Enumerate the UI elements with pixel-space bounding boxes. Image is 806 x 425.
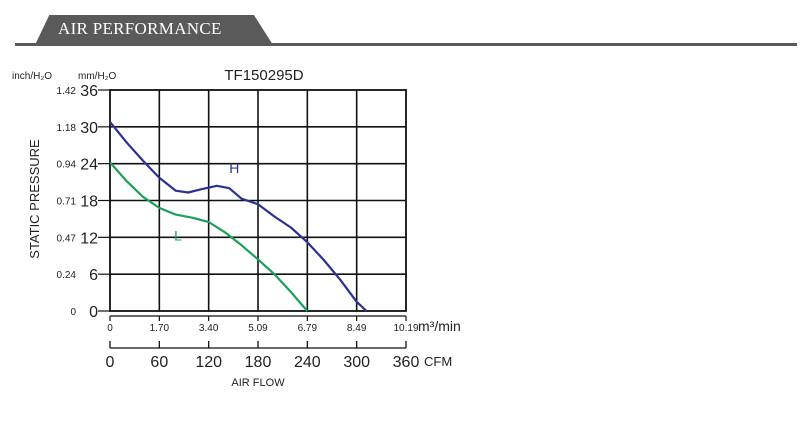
chart-series: HL <box>109 121 368 312</box>
section-header-rule <box>15 43 797 46</box>
x-tick-label: 120 <box>195 354 222 371</box>
series-label-l: L <box>174 227 182 243</box>
x-tick-label-secondary: 10.19 <box>393 323 418 334</box>
x-tick-label-secondary: 0 <box>107 323 113 334</box>
y-tick-label-secondary: 0.47 <box>57 233 77 244</box>
x-tick-label: 0 <box>106 354 115 371</box>
y-tick-label: 24 <box>80 157 98 174</box>
x-tick-label: 240 <box>294 354 321 371</box>
x-unit-secondary: m³/min <box>418 318 461 334</box>
y-tick-label: 36 <box>80 83 98 100</box>
y-axis-label: STATIC PRESSURE <box>27 139 42 259</box>
y-tick-label-secondary: 0.24 <box>57 270 77 281</box>
x-tick-label: 300 <box>343 354 370 371</box>
y-tick-label-secondary: 0.71 <box>57 197 77 208</box>
section-header-title: AIR PERFORMANCE <box>58 19 222 38</box>
x-tick-label: 360 <box>393 354 420 371</box>
series-label-h: H <box>229 160 239 176</box>
series-line-l <box>109 161 309 312</box>
y-tick-label: 6 <box>89 267 98 284</box>
y-unit-secondary: inch/H₂O <box>12 71 52 82</box>
x-tick-label: 180 <box>245 354 272 371</box>
series-line-h <box>109 121 368 312</box>
section-header-tab <box>35 15 273 45</box>
x-tick-label-secondary: 3.40 <box>199 323 219 334</box>
x-axis-label: AIR FLOW <box>231 377 285 389</box>
x-unit: CFM <box>424 354 452 369</box>
x-tick-label-secondary: 8.49 <box>347 323 367 334</box>
y-tick-label: 18 <box>80 194 98 211</box>
y-unit: mm/H₂O <box>78 71 117 82</box>
y-tick-label-secondary: 0.94 <box>57 160 77 171</box>
x-tick-label-secondary: 1.70 <box>150 323 170 334</box>
y-tick-label: 30 <box>80 120 98 137</box>
x-tick-label-secondary: 6.79 <box>298 323 318 334</box>
y-tick-label: 12 <box>80 230 98 247</box>
y-tick-label-secondary: 1.18 <box>57 123 77 134</box>
x-tick-label: 60 <box>150 354 168 371</box>
y-tick-label-secondary: 1.42 <box>57 86 77 97</box>
chart-title: TF150295D <box>224 67 303 84</box>
chart-grid <box>110 90 406 311</box>
y-tick-label: 0 <box>89 304 98 321</box>
x-tick-label-secondary: 5.09 <box>248 323 268 334</box>
y-tick-label-secondary: 0 <box>70 307 76 318</box>
